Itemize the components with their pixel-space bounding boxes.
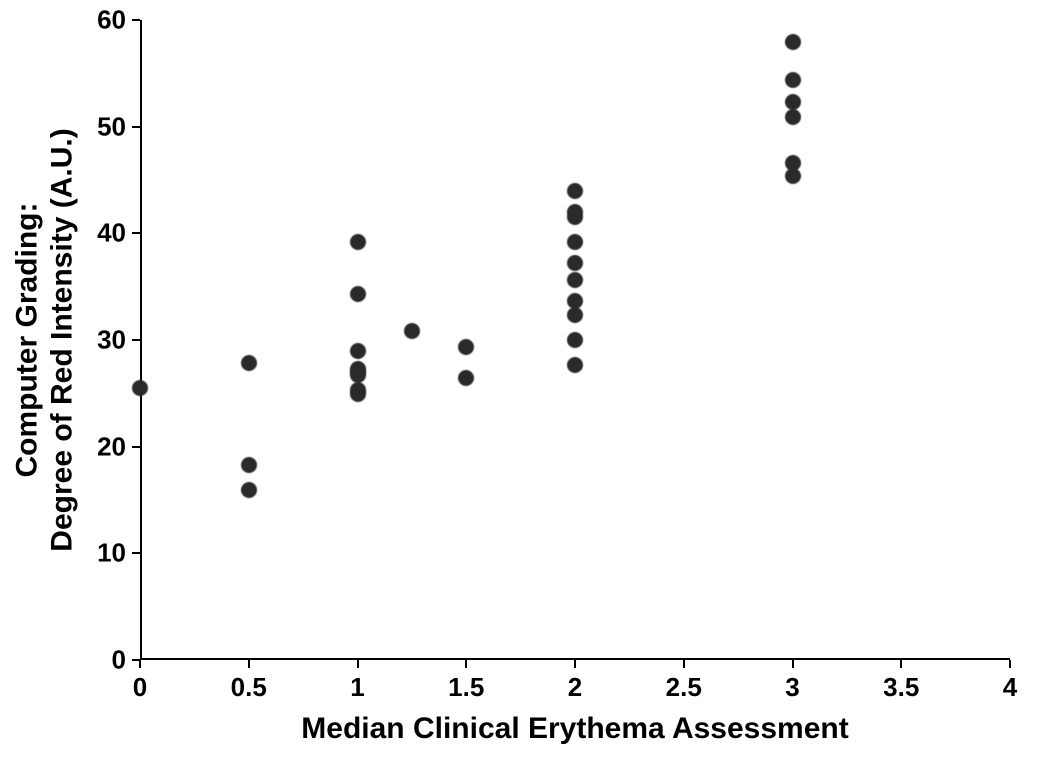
data-point [567, 293, 583, 309]
data-point [350, 234, 366, 250]
data-point [567, 272, 583, 288]
x-tick [1009, 660, 1011, 668]
data-point [567, 209, 583, 225]
x-tick [792, 660, 794, 668]
y-tick [132, 659, 140, 661]
data-point [458, 339, 474, 355]
scatter-chart: 00.511.522.533.540102030405060Median Cli… [0, 0, 1050, 774]
x-axis-title: Median Clinical Erythema Assessment [301, 712, 848, 746]
data-point [241, 482, 257, 498]
data-point [567, 357, 583, 373]
x-tick [357, 660, 359, 668]
data-point [458, 370, 474, 386]
x-tick-label: 2.5 [666, 672, 702, 703]
data-point [350, 286, 366, 302]
x-tick [465, 660, 467, 668]
y-tick [132, 19, 140, 21]
x-tick [139, 660, 141, 668]
data-point [241, 457, 257, 473]
x-tick-label: 2 [568, 672, 582, 703]
data-point [132, 380, 148, 396]
y-axis-line [140, 20, 142, 660]
data-point [241, 355, 257, 371]
data-point [567, 234, 583, 250]
y-tick-label: 20 [97, 431, 126, 462]
data-point [785, 109, 801, 125]
data-point [785, 34, 801, 50]
x-tick-label: 0.5 [231, 672, 267, 703]
y-tick-label: 40 [97, 218, 126, 249]
y-tick [132, 552, 140, 554]
data-point [567, 332, 583, 348]
x-tick-label: 4 [1003, 672, 1017, 703]
data-point [567, 255, 583, 271]
y-tick-label: 0 [112, 645, 126, 676]
data-point [350, 367, 366, 383]
y-tick-label: 50 [97, 111, 126, 142]
y-tick-label: 60 [97, 5, 126, 36]
y-tick-label: 10 [97, 538, 126, 569]
x-tick [900, 660, 902, 668]
x-tick-label: 1 [350, 672, 364, 703]
x-tick-label: 3 [785, 672, 799, 703]
y-axis-title: Computer Grading:Degree of Red Intensity… [11, 128, 80, 551]
data-point [350, 343, 366, 359]
x-tick-label: 3.5 [883, 672, 919, 703]
y-tick [132, 339, 140, 341]
data-point [350, 386, 366, 402]
data-point [785, 94, 801, 110]
y-tick [132, 232, 140, 234]
data-point [567, 183, 583, 199]
x-tick-label: 1.5 [448, 672, 484, 703]
data-point [567, 307, 583, 323]
data-point [785, 72, 801, 88]
data-point [404, 323, 420, 339]
x-tick-label: 0 [133, 672, 147, 703]
data-point [785, 168, 801, 184]
y-tick-label: 30 [97, 325, 126, 356]
x-tick [683, 660, 685, 668]
y-tick [132, 446, 140, 448]
x-tick [574, 660, 576, 668]
y-tick [132, 126, 140, 128]
x-tick [248, 660, 250, 668]
